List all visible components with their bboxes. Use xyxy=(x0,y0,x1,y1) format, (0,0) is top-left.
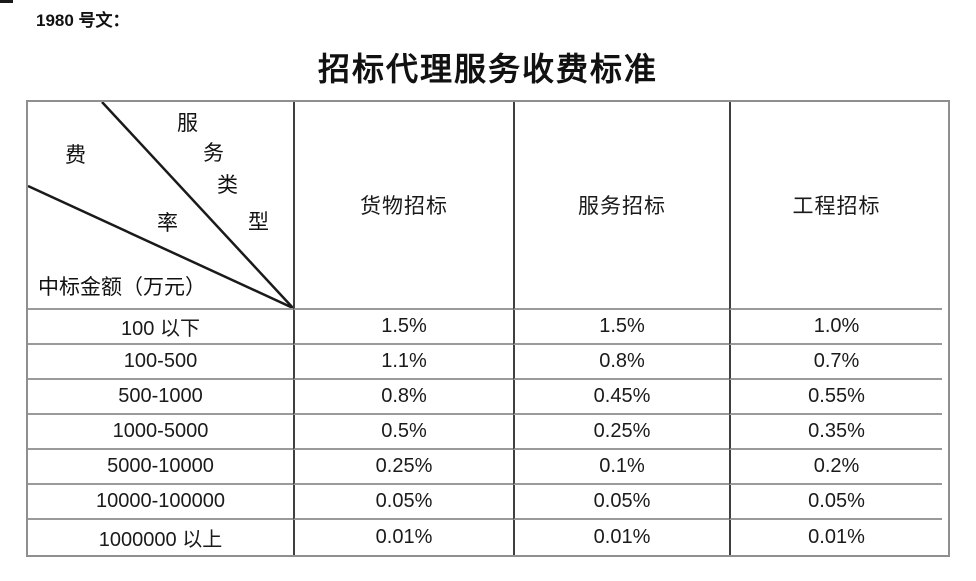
table-cell: 0.01% xyxy=(513,520,729,555)
table-cell: 1.1% xyxy=(293,345,513,380)
table-cell: 0.55% xyxy=(729,380,942,415)
row-label: 10000-100000 xyxy=(28,485,293,520)
row-label: 1000000 以上 xyxy=(98,529,223,551)
table-cell: 0.25% xyxy=(513,415,729,450)
corner-label-service-type-char: 型 xyxy=(248,210,269,234)
row-label: 100 以下 xyxy=(28,310,293,345)
table-cell: 0.45% xyxy=(513,380,729,415)
column-header-goods: 货物招标 xyxy=(293,102,513,310)
row-label: 500-1000 xyxy=(28,380,293,415)
row-label: 1000-5000 xyxy=(28,415,293,450)
corner-label-fee-rate-char: 费 xyxy=(65,143,86,167)
corner-header-cell: 服 务 类 型 费 率 中标金额（万元） xyxy=(28,102,293,310)
table-cell: 0.5% xyxy=(293,415,513,450)
table-cell: 1.5% xyxy=(513,310,729,345)
table-cell: 0.01% xyxy=(293,520,513,555)
page-title: 招标代理服务收费标准 xyxy=(317,51,658,87)
table-cell: 1.0% xyxy=(729,310,942,345)
table-cell: 0.8% xyxy=(293,380,513,415)
doc-reference: 1980 号文： xyxy=(36,11,130,30)
page-edge-artifact xyxy=(0,0,13,3)
row-label: 100-500 xyxy=(28,345,293,380)
column-header-engineering: 工程招标 xyxy=(729,102,942,310)
table-cell: 0.7% xyxy=(729,345,942,380)
corner-label-service-type-char: 类 xyxy=(217,173,238,197)
diagonal-divider-lines xyxy=(28,102,293,308)
column-header-service: 服务招标 xyxy=(513,102,729,310)
table-cell: 0.01% xyxy=(729,520,942,555)
table-cell: 0.05% xyxy=(513,485,729,520)
corner-label-service-type-char: 务 xyxy=(203,141,224,165)
table-cell: 0.8% xyxy=(513,345,729,380)
corner-label-bid-amount: 中标金额（万元） xyxy=(38,275,206,299)
corner-label-fee-rate-char: 率 xyxy=(157,211,178,235)
table-cell: 0.05% xyxy=(729,485,942,520)
table-cell: 1.5% xyxy=(293,310,513,345)
row-label: 5000-10000 xyxy=(28,450,293,485)
table-cell: 0.1% xyxy=(513,450,729,485)
table-cell: 0.05% xyxy=(293,485,513,520)
table-cell: 0.35% xyxy=(729,415,942,450)
fee-table: 服 务 类 型 费 率 中标金额（万元） 货物招标 服务招标 工程招标 100 … xyxy=(26,100,950,557)
table-cell: 0.2% xyxy=(729,450,942,485)
table-cell: 0.25% xyxy=(293,450,513,485)
corner-label-service-type-char: 服 xyxy=(177,111,198,135)
